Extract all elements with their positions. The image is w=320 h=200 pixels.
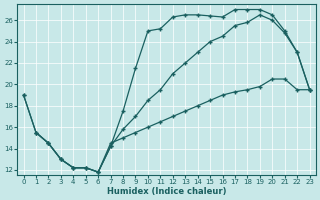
X-axis label: Humidex (Indice chaleur): Humidex (Indice chaleur)	[107, 187, 226, 196]
